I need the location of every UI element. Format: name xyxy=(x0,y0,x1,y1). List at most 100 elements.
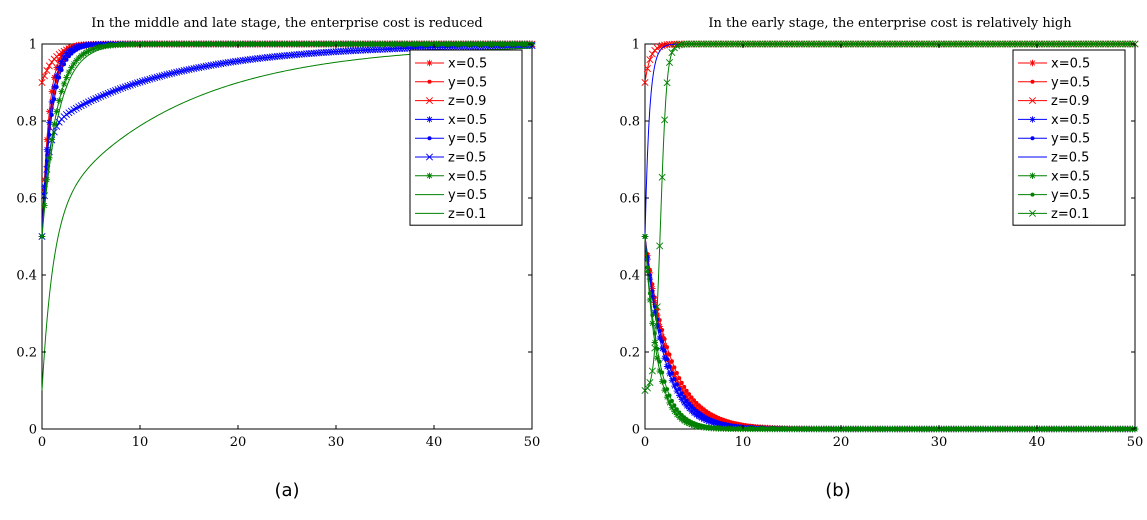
series-point xyxy=(656,367,663,375)
series-point xyxy=(663,350,671,358)
legend-swatch-marker xyxy=(1029,116,1036,123)
x-tick-label: 40 xyxy=(1029,435,1046,450)
series-point xyxy=(70,44,78,52)
legend-swatch-marker xyxy=(425,97,434,105)
series-point xyxy=(46,154,53,162)
panel-caption: (a) xyxy=(274,480,299,501)
legend-swatch-marker xyxy=(1030,136,1035,141)
series-point xyxy=(40,72,48,80)
series-point xyxy=(656,323,663,330)
series-point xyxy=(94,93,102,101)
series-point xyxy=(95,44,102,51)
series-point xyxy=(648,50,656,58)
series-point xyxy=(683,402,690,410)
series-point xyxy=(648,367,656,375)
series-point xyxy=(47,132,52,137)
series-point xyxy=(707,419,715,426)
series-point xyxy=(54,84,59,89)
legend-swatch-marker xyxy=(1028,97,1037,105)
y-tick-label: 1 xyxy=(632,38,640,53)
series-point xyxy=(654,354,661,362)
series-point xyxy=(41,183,48,190)
curves xyxy=(38,40,536,391)
series-point xyxy=(55,97,63,104)
y-tick-label: 0.4 xyxy=(619,269,640,284)
series-point xyxy=(92,44,100,52)
series-point xyxy=(671,408,678,415)
series-point xyxy=(649,320,656,327)
series-point xyxy=(703,417,710,424)
series-point xyxy=(662,348,667,353)
series-point xyxy=(665,387,670,392)
series-point xyxy=(667,364,672,369)
series-point xyxy=(661,386,668,394)
series-point xyxy=(48,58,56,66)
series-point xyxy=(92,95,100,103)
curves xyxy=(641,40,1139,433)
legend-label: y=0.5 xyxy=(448,132,487,147)
series-point xyxy=(114,86,122,94)
legend-item: z=0.1 xyxy=(415,207,486,222)
series-point xyxy=(679,391,684,396)
series-point xyxy=(97,43,104,51)
series-point xyxy=(669,371,674,376)
axes: 0 10 20 30 40 50 0 0.2 0.4 0.6 0.8 1 xyxy=(16,38,540,451)
series-point xyxy=(73,57,80,64)
x-tick-label: 10 xyxy=(735,435,752,450)
legend-label: z=0.5 xyxy=(1051,151,1089,166)
series-point xyxy=(710,419,717,427)
y-tick-label: 0.8 xyxy=(619,115,640,130)
series-point xyxy=(681,399,688,407)
series-point xyxy=(111,86,120,95)
series-point xyxy=(126,81,134,89)
series-point xyxy=(107,88,115,96)
series-point xyxy=(104,89,112,97)
legend-item: x=0.5 xyxy=(1018,169,1090,184)
series-point xyxy=(49,112,54,117)
series-point xyxy=(55,64,63,71)
series-point xyxy=(663,393,671,401)
legend-label: x=0.5 xyxy=(1051,57,1090,72)
series-point xyxy=(660,370,665,375)
series-point xyxy=(672,377,677,382)
legend-item: z=0.5 xyxy=(415,151,486,166)
series-point xyxy=(687,392,692,397)
legend-label: z=0.5 xyxy=(448,151,486,166)
series-point xyxy=(688,421,695,428)
series-point xyxy=(87,97,95,105)
series-point xyxy=(658,345,666,352)
legend-swatch-marker xyxy=(427,79,432,84)
x-tick-label: 20 xyxy=(833,435,850,450)
series-point xyxy=(129,80,137,88)
series-point xyxy=(65,68,73,76)
series-point xyxy=(681,417,688,425)
legend-item: y=0.5 xyxy=(1018,188,1090,203)
series-point xyxy=(136,78,144,86)
y-tick-label: 0.2 xyxy=(619,346,640,361)
series-point xyxy=(138,77,146,85)
series-point xyxy=(689,395,694,400)
series-point xyxy=(658,173,666,181)
series-point xyxy=(668,377,676,384)
legend-item: z=0.9 xyxy=(415,94,486,109)
series-point xyxy=(689,404,694,409)
legend-label: y=0.5 xyxy=(448,75,487,90)
chart-title: In the early stage, the enterprise cost … xyxy=(708,16,1072,31)
legend-item: y=0.5 xyxy=(1018,75,1090,90)
series-point xyxy=(683,393,690,400)
series-point xyxy=(73,43,80,51)
series-point xyxy=(641,78,649,87)
series-point xyxy=(666,358,673,365)
legend-label: x=0.5 xyxy=(448,57,487,72)
legend-item: y=0.5 xyxy=(1018,132,1090,147)
series-point xyxy=(645,265,650,270)
series-point xyxy=(70,60,78,67)
series-point xyxy=(53,72,60,80)
series-point xyxy=(684,398,689,403)
legend-item: x=0.5 xyxy=(415,169,487,184)
series-point xyxy=(681,389,688,397)
series-point xyxy=(673,42,681,50)
legend-label: z=0.9 xyxy=(448,94,486,109)
series-line xyxy=(41,43,532,237)
series-7 xyxy=(643,234,1137,431)
